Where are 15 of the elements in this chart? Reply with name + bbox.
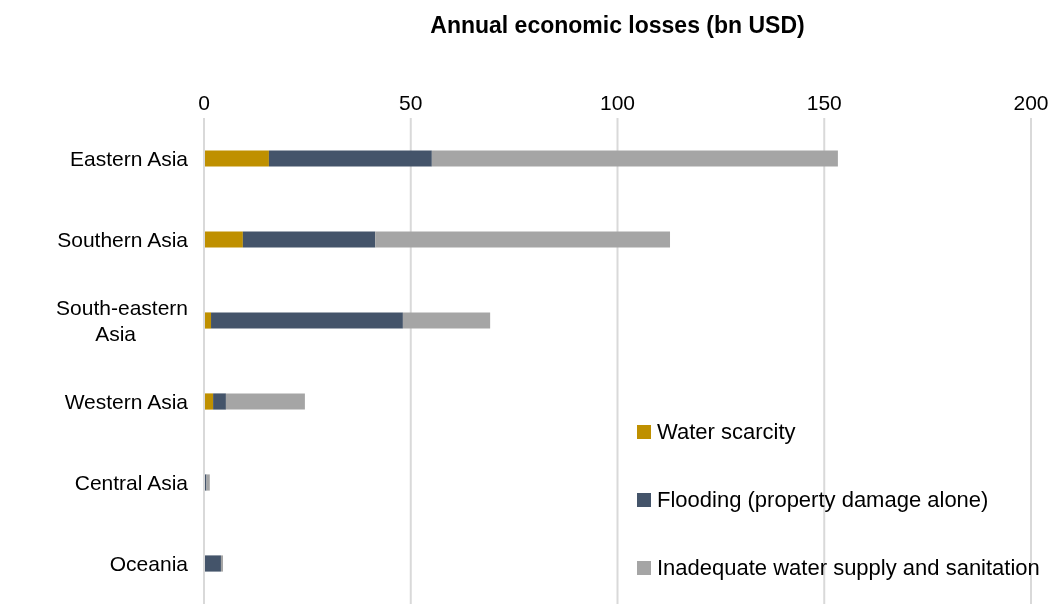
x-tick-label: 100	[599, 91, 636, 114]
y-tick-label: Oceania	[109, 551, 189, 575]
y-tick-label: South-eastern Asia	[56, 295, 188, 345]
x-tick-label: 200	[1013, 91, 1049, 114]
chart-title: Annual economic losses (bn USD)	[429, 12, 806, 39]
x-tick-label: 150	[806, 91, 842, 114]
x-tick-label: 0	[198, 91, 210, 114]
legend-label: Inadequate water supply and sanitation	[657, 554, 1040, 581]
y-tick-label: Southern Asia	[57, 227, 189, 251]
legend-label: Water scarcity	[657, 418, 796, 445]
legend-label: Flooding (property damage alone)	[657, 486, 989, 513]
x-tick-label: 50	[399, 91, 423, 114]
y-tick-label: Western Asia	[64, 389, 189, 413]
y-tick-label: Eastern Asia	[70, 146, 189, 170]
y-tick-label: Central Asia	[74, 470, 189, 494]
